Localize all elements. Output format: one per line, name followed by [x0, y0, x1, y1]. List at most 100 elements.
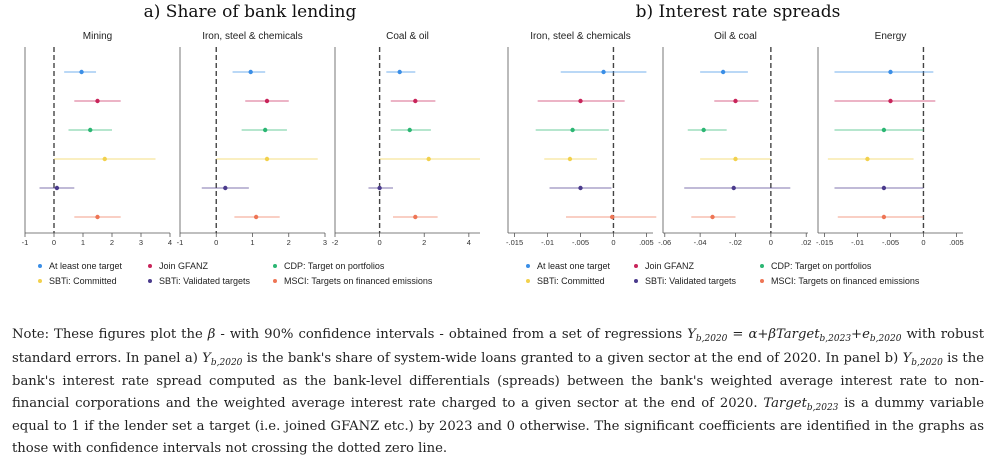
legend-marker: [760, 279, 764, 283]
x-tick-label: .005: [949, 238, 964, 247]
legend-marker: [273, 279, 277, 283]
point-estimate: [601, 69, 606, 75]
point-estimate: [413, 214, 418, 220]
x-tick-label: -.06: [658, 238, 671, 247]
point-estimate: [710, 214, 715, 220]
point-estimate: [79, 69, 84, 75]
point-estimate: [102, 156, 107, 162]
point-estimate: [248, 69, 253, 75]
legend-label: CDP: Target on portfolios: [284, 261, 385, 271]
point-estimate: [733, 156, 738, 162]
point-estimate: [407, 127, 412, 133]
point-estimate: [720, 69, 726, 75]
legend-marker: [148, 264, 152, 268]
subplot-title: Energy: [875, 31, 907, 42]
legend-marker: [634, 279, 638, 283]
legend-marker: [634, 264, 638, 268]
legend-marker: [38, 279, 42, 283]
point-estimate: [578, 185, 583, 191]
x-tick-label: 1: [250, 238, 254, 247]
legend-label: CDP: Target on portfolios: [771, 261, 872, 271]
point-estimate: [264, 98, 270, 104]
x-tick-label: -.01: [541, 238, 554, 247]
panel-title-1: b) Interest rate spreads: [636, 2, 841, 22]
x-tick-label: -.02: [729, 238, 742, 247]
legend-label: Join GFANZ: [159, 261, 209, 271]
point-estimate: [731, 185, 736, 191]
legend-label: SBTi: Validated targets: [645, 276, 737, 286]
point-estimate: [888, 98, 893, 104]
subplot-title: Mining: [83, 31, 112, 42]
x-tick-label: 4: [168, 238, 172, 247]
x-tick-label: 2: [422, 238, 426, 247]
x-tick-label: 0: [378, 238, 382, 247]
point-estimate: [223, 185, 228, 191]
legend-label: Join GFANZ: [645, 261, 695, 271]
x-tick-label: -1: [177, 238, 184, 247]
point-estimate: [701, 127, 706, 133]
point-estimate: [262, 127, 268, 133]
x-tick-label: 4: [467, 238, 471, 247]
x-tick-label: 3: [323, 238, 327, 247]
legend-marker: [273, 264, 277, 268]
point-estimate: [88, 127, 93, 133]
x-tick-label: .005: [639, 238, 654, 247]
point-estimate: [253, 214, 259, 220]
x-tick-label: 2: [287, 238, 291, 247]
x-tick-label: 0: [769, 238, 773, 247]
subplot-title: Coal & oil: [386, 31, 429, 42]
legend-marker: [148, 279, 152, 283]
x-tick-label: -.01: [851, 238, 864, 247]
point-estimate: [95, 214, 100, 220]
point-estimate: [865, 156, 870, 162]
subplot-title: Iron, steel & chemicals: [202, 31, 303, 42]
legend-label: MSCI: Targets on financed emissions: [284, 276, 433, 286]
x-tick-label: -.005: [882, 238, 899, 247]
legend-label: SBTi: Committed: [537, 276, 605, 286]
point-estimate: [609, 214, 615, 220]
x-tick-label: 0: [611, 238, 615, 247]
point-estimate: [567, 156, 573, 162]
subplot-title: Iron, steel & chemicals: [530, 31, 631, 42]
x-tick-label: -.04: [694, 238, 707, 247]
x-tick-label: 2: [110, 238, 114, 247]
figure-note: Note: These figures plot the β - with 90…: [12, 327, 985, 456]
legend-label: MSCI: Targets on financed emissions: [771, 276, 920, 286]
x-tick-label: 0: [52, 238, 56, 247]
x-tick-label: 0: [921, 238, 925, 247]
legend-marker: [526, 279, 530, 283]
point-estimate: [881, 127, 887, 133]
x-tick-label: 0: [214, 238, 218, 247]
x-tick-label: -.015: [506, 238, 523, 247]
point-estimate: [578, 98, 583, 104]
point-estimate: [377, 185, 382, 191]
x-tick-label: -.005: [572, 238, 589, 247]
figure-panels: a) Share of bank lending b) Interest rate…: [22, 2, 964, 286]
legend-label: At least one target: [49, 261, 123, 271]
legend-marker: [526, 264, 530, 268]
x-tick-label: -1: [22, 238, 29, 247]
legend-marker: [760, 264, 764, 268]
x-tick-label: -2: [332, 238, 339, 247]
point-estimate: [397, 69, 402, 75]
legend-label: At least one target: [537, 261, 611, 271]
x-tick-label: 3: [139, 238, 143, 247]
legend-marker: [38, 264, 42, 268]
point-estimate: [264, 156, 270, 162]
subplot-title: Oil & coal: [714, 31, 757, 42]
point-estimate: [95, 98, 100, 104]
legend-label: SBTi: Committed: [49, 276, 117, 286]
point-estimate: [54, 185, 60, 191]
point-estimate: [888, 69, 893, 75]
point-estimate: [733, 98, 738, 104]
point-estimate: [881, 214, 887, 220]
point-estimate: [881, 185, 887, 191]
x-tick-label: .02: [801, 238, 811, 247]
point-estimate: [413, 98, 418, 104]
point-estimate: [570, 127, 575, 133]
panel-title-0: a) Share of bank lending: [144, 2, 357, 22]
x-tick-label: -.015: [816, 238, 833, 247]
point-estimate: [426, 156, 431, 162]
legend-label: SBTi: Validated targets: [159, 276, 251, 286]
x-tick-label: 1: [81, 238, 85, 247]
